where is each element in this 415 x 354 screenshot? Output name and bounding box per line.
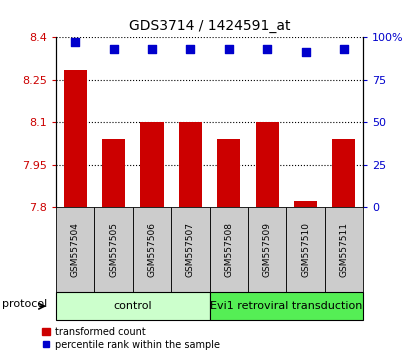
Text: GSM557506: GSM557506 (147, 222, 156, 277)
Point (149, 46, 155, 52)
Point (187, 46, 194, 52)
Bar (133, 207, 171, 292)
Text: Evi1 retroviral transduction: Evi1 retroviral transduction (210, 301, 363, 311)
Title: GDS3714 / 1424591_at: GDS3714 / 1424591_at (129, 19, 290, 33)
Bar (102, 139, 125, 207)
Bar (248, 207, 286, 292)
Text: GSM557508: GSM557508 (224, 222, 233, 277)
Text: GSM557509: GSM557509 (263, 222, 272, 277)
Bar (210, 207, 248, 292)
Bar (217, 139, 240, 207)
Bar (325, 207, 363, 292)
Bar (179, 122, 202, 207)
Bar (56, 292, 210, 320)
Bar (210, 292, 363, 320)
Bar (286, 207, 325, 292)
Legend: transformed count, percentile rank within the sample: transformed count, percentile rank withi… (42, 327, 220, 349)
Bar (64, 70, 87, 207)
Bar (171, 207, 210, 292)
Point (110, 46, 117, 52)
Text: GSM557507: GSM557507 (186, 222, 195, 277)
Text: GSM557504: GSM557504 (71, 222, 80, 277)
Bar (56, 207, 95, 292)
Text: GSM557510: GSM557510 (301, 222, 310, 277)
Text: GSM557505: GSM557505 (109, 222, 118, 277)
Point (264, 46, 271, 52)
Bar (256, 122, 279, 207)
Bar (95, 207, 133, 292)
Point (225, 46, 232, 52)
Bar (294, 201, 317, 207)
Text: GSM557511: GSM557511 (339, 222, 349, 277)
Point (302, 50, 309, 55)
Text: protocol: protocol (2, 299, 47, 309)
Point (341, 46, 347, 52)
Bar (140, 122, 164, 207)
Text: control: control (113, 301, 152, 311)
Point (72, 39, 78, 45)
Bar (332, 139, 355, 207)
